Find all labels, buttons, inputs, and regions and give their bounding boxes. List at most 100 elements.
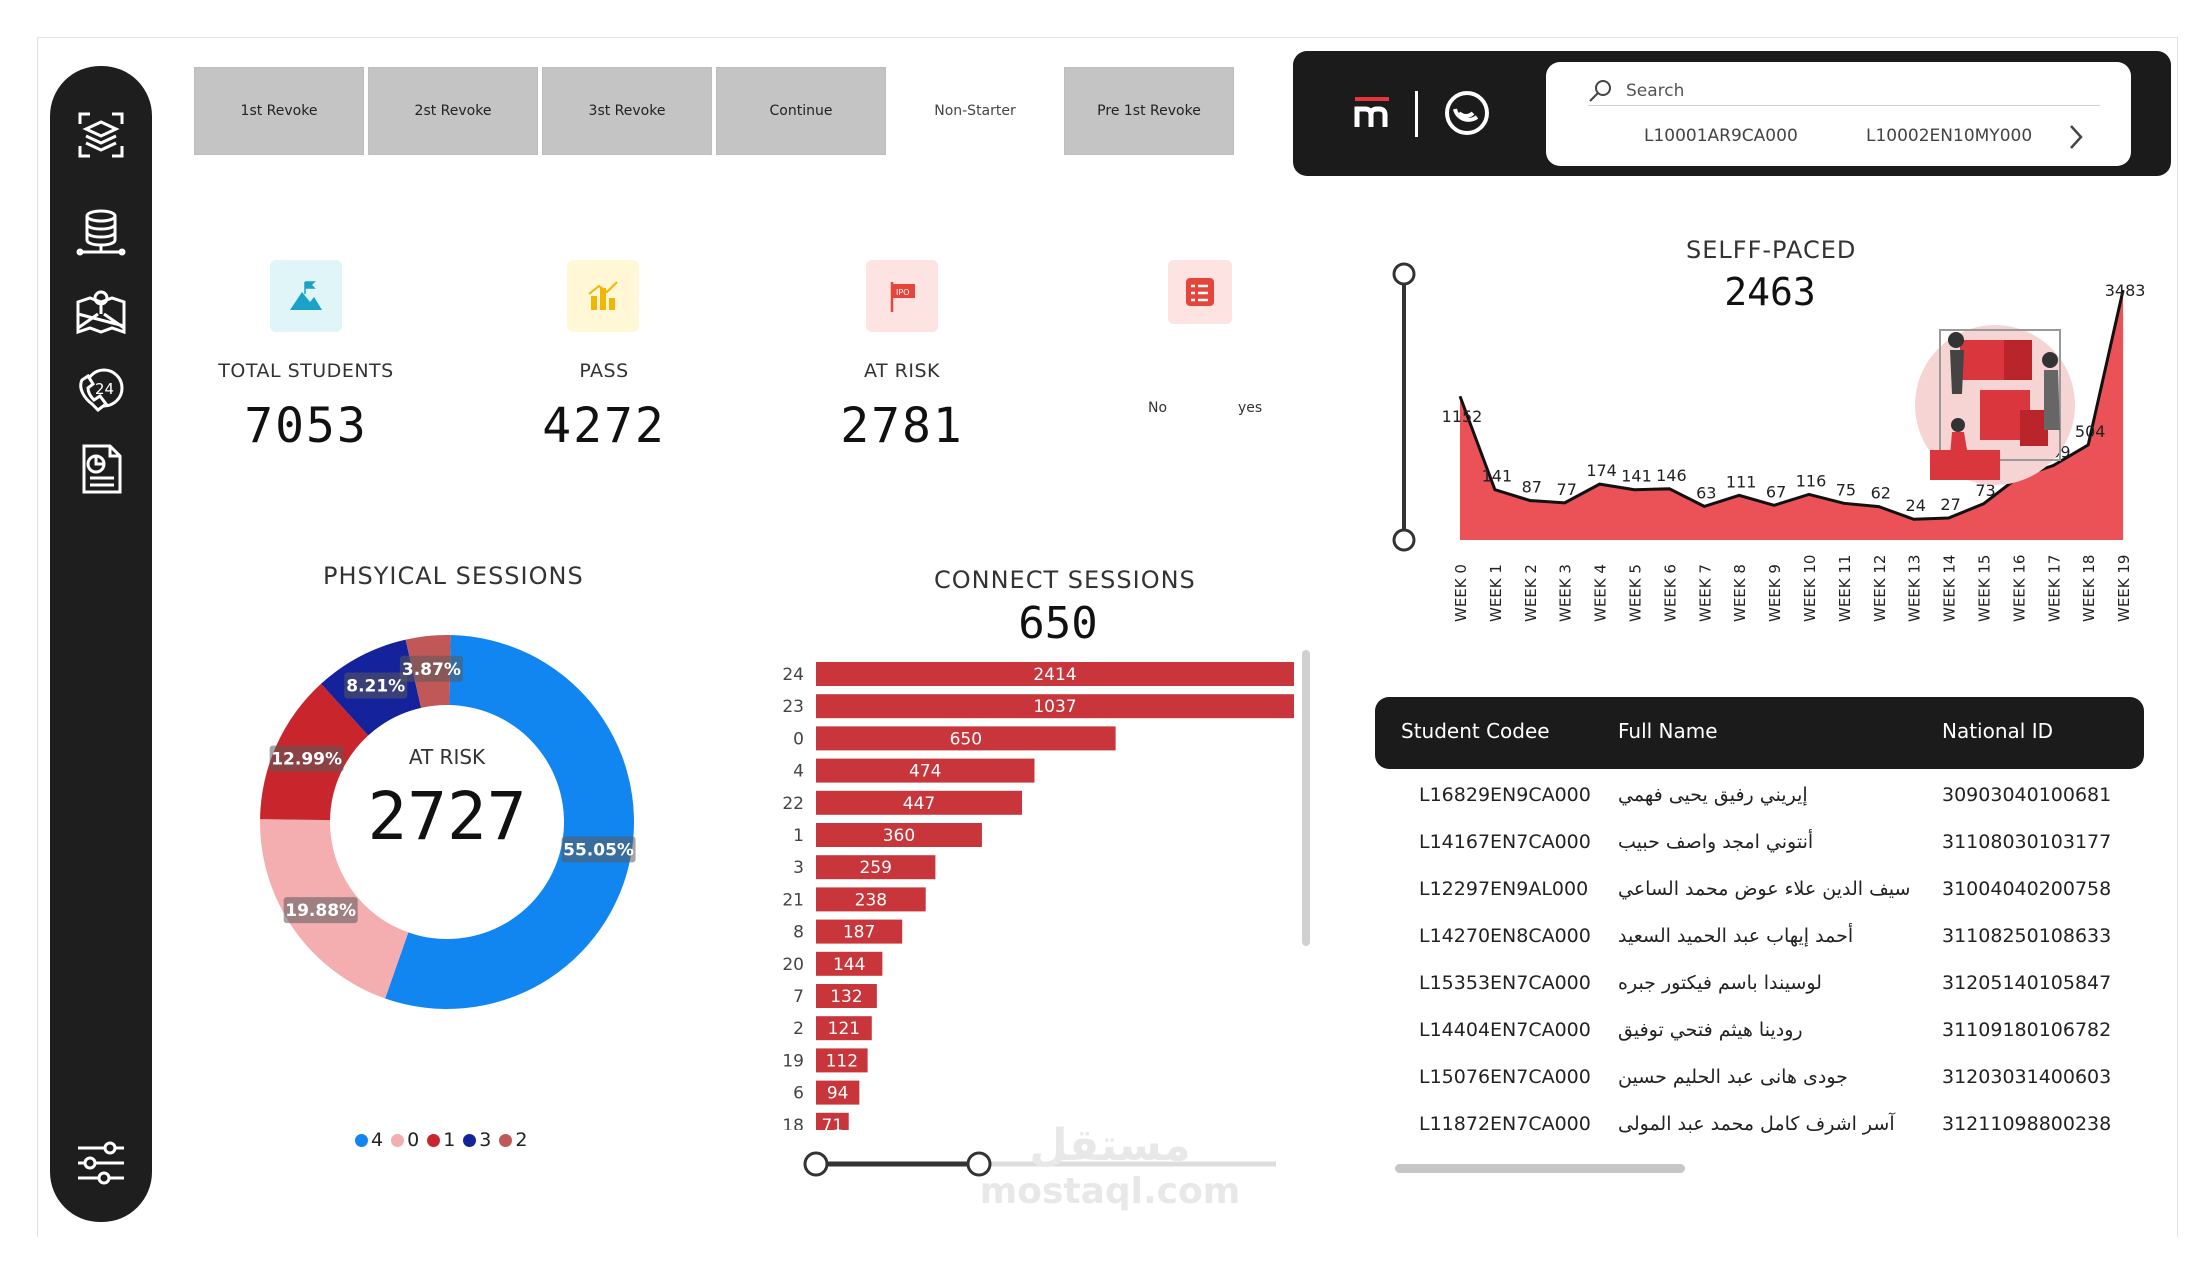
table-row[interactable]: L12297EN9AL000 سيف الدين علاء عوض محمد ال… [1375, 866, 2135, 913]
week-tick-label: WEEK 7 [1696, 564, 1714, 622]
bar-category-label: 21 [782, 890, 804, 910]
donut-data-label: 12.99% [271, 750, 342, 770]
bar-23[interactable] [816, 694, 1294, 719]
cell-student-code: L15076EN7CA000 [1419, 1066, 1591, 1088]
bar-value-label: 94 [827, 1084, 849, 1104]
bar-18[interactable] [816, 1112, 849, 1130]
week-tick-label: WEEK 9 [1766, 564, 1784, 622]
tab-1st-revoke[interactable]: 1st Revoke [194, 67, 364, 155]
bar-2[interactable] [816, 1016, 872, 1041]
tab-non-starter[interactable]: Non-Starter [890, 67, 1060, 155]
bar-4[interactable] [816, 758, 1035, 783]
bar-0[interactable] [816, 726, 1116, 751]
legend-item-2[interactable]: 2 [499, 1129, 527, 1151]
svg-text:IPO: IPO [896, 288, 909, 297]
area-data-label: 111 [1726, 472, 1757, 491]
bar-value-label: 360 [883, 826, 915, 846]
legend-item-1[interactable]: 1 [427, 1129, 455, 1151]
toggle-no[interactable]: No [1148, 400, 1168, 416]
support-24-icon[interactable]: 24 [74, 362, 128, 416]
range-slider[interactable] [796, 1144, 1296, 1184]
bar-category-label: 4 [793, 762, 804, 782]
settings-sliders-icon[interactable] [74, 1136, 128, 1190]
toggle-yes[interactable]: yes [1238, 400, 1263, 416]
brand-circle-logo [1443, 89, 1491, 141]
tab-continue[interactable]: Continue [716, 67, 886, 155]
area-data-label: 62 [1871, 484, 1891, 503]
tab-3st-revoke[interactable]: 3st Revoke [542, 67, 712, 155]
physical-sessions-donut: 55.05% 19.88% 12.99% 8.21%3.87% [260, 635, 636, 1009]
self-paced-area-chart: 1152 WEEK 0 141 WEEK 1 87 WEEK 2 77 WEEK 3 174 WE… [1442, 281, 2146, 622]
range-slider-start-handle[interactable] [803, 1151, 829, 1177]
cell-full-name: سيف الدين علاء عوض محمد الساعي [1618, 878, 1911, 900]
table-row[interactable]: L14404EN7CA000 رودينا هيثم فتحي توفيق 3110… [1375, 1007, 2135, 1054]
table-row[interactable]: L11872EN7CA000 آسر اشرف كامل محمد عبد الم… [1375, 1101, 2135, 1148]
bar-19[interactable] [816, 1048, 868, 1073]
self-paced-title: SELFF-PACED [1686, 236, 1857, 264]
vertical-range-slider[interactable] [1389, 262, 1419, 562]
table-row[interactable]: L14167EN7CA000 أنتوني امجد واصف حبيب 31108… [1375, 819, 2135, 866]
bar-category-label: 22 [782, 794, 804, 814]
vertical-slider-bottom-handle[interactable] [1392, 528, 1416, 552]
bar-6[interactable] [816, 1080, 860, 1105]
legend-item-4[interactable]: 4 [355, 1129, 383, 1151]
column-full-name[interactable]: Full Name [1618, 719, 1718, 743]
tab-2st-revoke[interactable]: 2st Revoke [368, 67, 538, 155]
table-row[interactable]: L16829EN9CA000 إيريني رفيق يحيى فهمي 30903… [1375, 772, 2135, 819]
bar-20[interactable] [816, 951, 883, 976]
table-row[interactable]: L15076EN7CA000 جودى هانى عبد الحليم حسين 3… [1375, 1054, 2135, 1101]
cell-student-code: L14167EN7CA000 [1419, 831, 1591, 853]
legend-item-0[interactable]: 0 [391, 1129, 419, 1151]
bar-21[interactable] [816, 887, 926, 912]
bar-8[interactable] [816, 919, 903, 944]
bar-value-label: 238 [855, 890, 887, 910]
chevron-right-icon[interactable] [2066, 122, 2086, 156]
students-table-header: Student Codee Full Name National ID [1375, 697, 2144, 769]
area-data-label: 87 [1522, 477, 1542, 496]
report-chart-icon[interactable] [74, 442, 128, 496]
bar-22[interactable] [816, 790, 1023, 815]
bar-chart-scrollbar[interactable] [1302, 650, 1310, 946]
search-code-item[interactable]: L10002EN10MY000 [1866, 126, 2033, 146]
column-student-code[interactable]: Student Codee [1401, 719, 1550, 743]
cell-student-code: L14404EN7CA000 [1419, 1019, 1591, 1041]
cell-national-id: 31203031400603 [1942, 1066, 2112, 1088]
legend-dot [427, 1133, 441, 1147]
area-data-label: 1152 [1442, 407, 1483, 426]
cell-full-name: أحمد إيهاب عبد الحميد السعيد [1618, 925, 1854, 947]
donut-data-label: 19.88% [285, 901, 356, 921]
bar-3[interactable] [816, 855, 936, 880]
week-tick-label: WEEK 14 [1941, 555, 1959, 622]
table-horizontal-scrollbar[interactable] [1395, 1164, 1685, 1173]
cell-student-code: L12297EN9AL000 [1419, 878, 1589, 900]
database-icon[interactable] [74, 206, 128, 260]
search-input[interactable]: Search [1588, 76, 2100, 106]
area-data-label: 116 [1796, 471, 1827, 490]
bar-24[interactable] [816, 662, 1294, 686]
week-tick-label: WEEK 3 [1557, 564, 1575, 622]
search-code-item[interactable]: L10001AR9CA000 [1644, 126, 1798, 146]
layers-scan-icon[interactable] [74, 108, 128, 162]
bar-7[interactable] [816, 984, 877, 1008]
week-tick-label: WEEK 8 [1731, 564, 1749, 622]
area-data-label: 67 [1766, 482, 1786, 501]
legend-label: 1 [443, 1129, 456, 1151]
bar-category-label: 2 [793, 1019, 804, 1039]
week-tick-label: WEEK 13 [1906, 555, 1924, 622]
column-national-id[interactable]: National ID [1942, 719, 2053, 743]
watermark-latin: mostaql.com [979, 1171, 1241, 1212]
cell-national-id: 31108250108633 [1942, 925, 2112, 947]
table-row[interactable]: L14270EN8CA000 أحمد إيهاب عبد الحميد السع… [1375, 913, 2135, 960]
bar-category-label: 1 [793, 826, 804, 846]
week-tick-label: WEEK 5 [1627, 564, 1645, 622]
cell-full-name: لوسيندا باسم فيكتور جبره [1618, 972, 1822, 994]
range-slider-end-handle[interactable] [966, 1151, 992, 1177]
map-pin-icon[interactable] [74, 284, 128, 338]
bar-1[interactable] [816, 823, 982, 847]
tab-pre-1st-revoke[interactable]: Pre 1st Revoke [1064, 67, 1234, 155]
vertical-slider-top-handle[interactable] [1392, 262, 1416, 286]
table-row[interactable]: L15353EN7CA000 لوسيندا باسم فيكتور جبره 31… [1375, 960, 2135, 1007]
week-tick-label: WEEK 4 [1592, 564, 1610, 622]
legend-item-3[interactable]: 3 [463, 1129, 491, 1151]
donut-slice-4[interactable] [385, 635, 634, 1009]
